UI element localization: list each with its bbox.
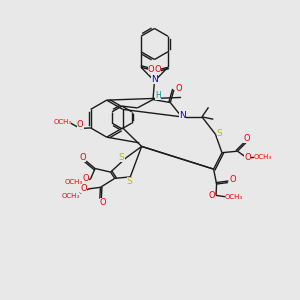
Text: O: O — [79, 153, 86, 162]
Text: O: O — [100, 198, 106, 207]
Text: O: O — [208, 191, 215, 200]
Text: O: O — [243, 134, 250, 143]
Text: O: O — [77, 120, 83, 129]
Text: O: O — [154, 65, 161, 74]
Text: OCH₃: OCH₃ — [225, 194, 243, 200]
Text: O: O — [176, 84, 182, 93]
Text: S: S — [119, 153, 124, 162]
Text: OCH₃: OCH₃ — [61, 193, 80, 199]
Text: O: O — [244, 153, 251, 162]
Text: S: S — [217, 129, 223, 138]
Text: O: O — [148, 65, 154, 74]
Text: O: O — [82, 174, 89, 183]
Text: N: N — [151, 75, 158, 84]
Text: OCH₃: OCH₃ — [64, 179, 82, 185]
Text: N: N — [179, 111, 186, 120]
Text: OCH₃: OCH₃ — [254, 154, 272, 160]
Text: S: S — [127, 177, 133, 186]
Text: H: H — [155, 92, 161, 100]
Text: O: O — [80, 184, 87, 193]
Text: OCH₃: OCH₃ — [53, 118, 71, 124]
Text: O: O — [229, 175, 236, 184]
